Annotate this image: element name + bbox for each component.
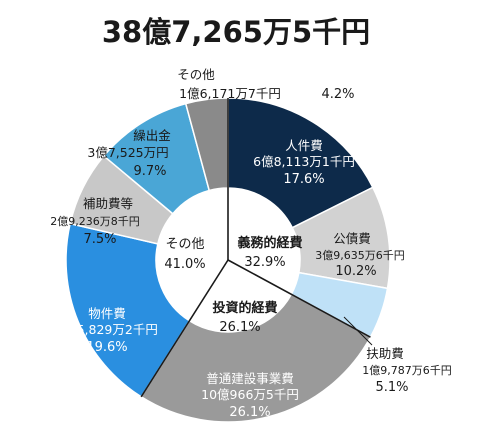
slice-amount: 7億5,829万2千円 xyxy=(56,322,158,337)
slice-amount: 10億966万5千円 xyxy=(201,387,299,402)
group-name: 義務的経費 xyxy=(237,235,302,251)
slice-amount: 6億8,113万1千円 xyxy=(253,154,355,169)
group-percent: 41.0% xyxy=(164,257,205,272)
slice-percent: 17.6% xyxy=(283,172,324,187)
inner-dividers xyxy=(140,98,371,398)
slice-label-kousaihi: 公債費 3億9,635万6千円 10.2% xyxy=(315,231,405,279)
slice-name: 普通建設事業費 xyxy=(206,371,294,386)
slice-percent: 19.6% xyxy=(86,340,127,355)
inner-label-sonota: その他 41.0% xyxy=(164,237,205,272)
slice-percent: 9.7% xyxy=(133,164,166,179)
slice-amount: 3億9,635万6千円 xyxy=(315,249,405,262)
slice-amount: 1億9,787万6千円 xyxy=(362,364,452,377)
inner-label-toushiteki: 投資的経費 26.1% xyxy=(212,300,277,335)
slice-name: 公債費 xyxy=(333,231,371,246)
slice-name: 補助費等 xyxy=(83,196,133,211)
slice-name: 人件費 xyxy=(285,138,323,153)
slice-label-fujohi: 扶助費 1億9,787万6千円 5.1% xyxy=(343,316,452,395)
slice-percent: 26.1% xyxy=(229,405,270,420)
leader-line xyxy=(343,316,373,346)
slice-amount: 1億6,171万7千円 xyxy=(179,86,281,101)
slice-amount: 3億7,525万円 xyxy=(87,145,168,160)
slice-amount: 2億9,236万8千円 xyxy=(50,215,140,228)
slice-label-sonota: その他 1億6,171万7千円 4.2% xyxy=(177,67,354,102)
chart-title: 38億7,265万5千円 xyxy=(102,15,370,49)
group-divider xyxy=(140,259,229,398)
inner-label-gimuteki: 義務的経費 32.9% xyxy=(237,235,302,270)
slice-percent: 4.2% xyxy=(321,87,354,102)
group-percent: 32.9% xyxy=(244,255,285,270)
slice-label-bukkenhi: 物件費 7億5,829万2千円 19.6% xyxy=(56,306,158,355)
slice-percent: 5.1% xyxy=(375,380,408,395)
slice-label-jinkenhi: 人件費 6億8,113万1千円 17.6% xyxy=(253,138,355,187)
group-name: その他 xyxy=(165,237,204,252)
slice-label-hojohi: 補助費等 2億9,236万8千円 7.5% xyxy=(50,196,140,247)
slice-name: 扶助費 xyxy=(366,346,404,361)
slice-label-futsukensetsu: 普通建設事業費 10億966万5千円 26.1% xyxy=(201,371,299,420)
slice-percent: 7.5% xyxy=(83,232,116,247)
slice-name: 物件費 xyxy=(88,306,126,321)
slice-name: 繰出金 xyxy=(133,128,171,143)
outer-slices xyxy=(65,97,391,423)
slice-label-kuridashikin: 繰出金 3億7,525万円 9.7% xyxy=(87,128,171,179)
group-divider xyxy=(227,259,371,338)
slice-percent: 10.2% xyxy=(335,264,376,279)
slice-name: その他 xyxy=(177,67,215,82)
group-percent: 26.1% xyxy=(219,320,260,335)
group-name: 投資的経費 xyxy=(212,300,277,316)
